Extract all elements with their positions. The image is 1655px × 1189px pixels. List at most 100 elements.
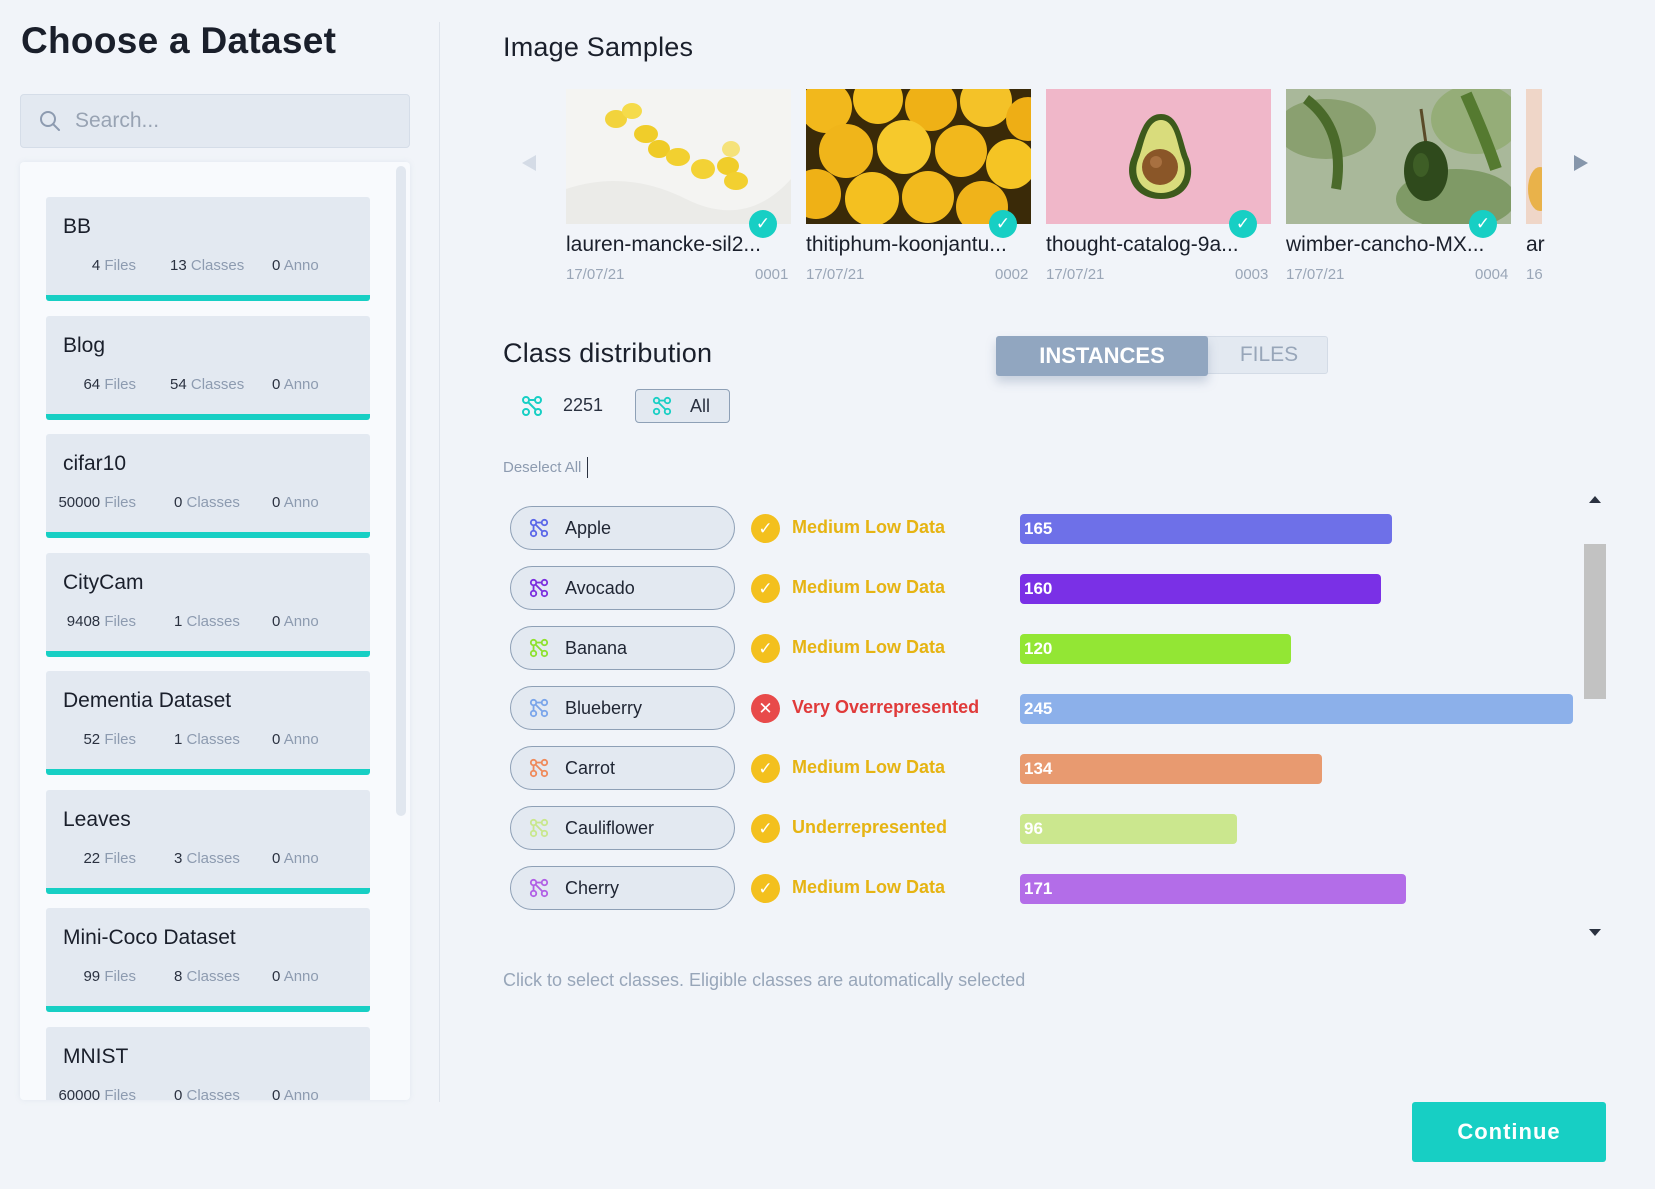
class-graph-icon <box>522 396 542 416</box>
classes-stat: 1 Classes <box>174 613 240 630</box>
anno-label: Anno <box>283 731 319 748</box>
instances-tab[interactable]: INSTANCES <box>996 336 1208 376</box>
class-list[interactable]: Apple ✓ Medium Low Data 165 Avocado ✓ Medium L… <box>500 484 1610 942</box>
class-graph-icon <box>529 638 549 658</box>
class-status: Very Overrepresented <box>792 697 980 717</box>
files-label: Files <box>104 375 136 393</box>
class-row: Apple ✓ Medium Low Data 165 <box>510 506 1590 552</box>
classes-stat: 13 Classes <box>170 257 244 274</box>
sample-thumbnail-2[interactable] <box>806 89 1031 224</box>
dataset-card[interactable]: CityCam 9408 Files 1 Classes 0 Anno <box>46 552 370 657</box>
class-chip[interactable]: Cherry <box>510 866 735 910</box>
class-chip[interactable]: Avocado <box>510 566 735 610</box>
class-name: Apple <box>565 517 612 538</box>
class-graph-icon <box>529 818 549 838</box>
classes-count: 0 <box>174 1086 183 1101</box>
dataset-stats: 22 Files 3 Classes 0 Anno <box>46 850 370 870</box>
class-status: Medium Low Data <box>792 757 946 777</box>
dataset-card[interactable]: Blog 64 Files 54 Classes 0 Anno <box>46 315 370 420</box>
class-row: Cherry ✓ Medium Low Data 171 <box>510 866 1590 912</box>
deselect-all-link[interactable]: Deselect All <box>503 459 582 476</box>
scroll-track[interactable] <box>1584 510 1606 920</box>
samples-next-arrow[interactable] <box>1574 155 1588 171</box>
class-name: Avocado <box>565 577 635 598</box>
dataset-name: Dementia Dataset <box>63 689 232 712</box>
anno-count: 0 <box>272 968 281 985</box>
anno-label: Anno <box>283 612 319 630</box>
class-row: Cauliflower ✓ Underrepresented 96 <box>510 806 1590 852</box>
classes-stat: 0 Classes <box>174 494 240 511</box>
sample-filename: ar <box>1526 233 1545 256</box>
files-count: 22 <box>83 849 101 867</box>
sample-date: 17/07/21 <box>566 266 625 283</box>
dataset-stats: 9408 Files 1 Classes 0 Anno <box>46 613 370 633</box>
class-name: Banana <box>565 637 628 658</box>
class-list-scrollbar[interactable] <box>1584 492 1606 940</box>
anno-count: 0 <box>272 612 281 630</box>
search-icon <box>40 111 60 131</box>
class-chip[interactable]: Cauliflower <box>510 806 735 850</box>
avocado-tree-image <box>1286 89 1511 224</box>
total-instance-count: 2251 <box>563 395 604 415</box>
class-count-bar: 96 <box>1020 814 1237 844</box>
samples-prev-arrow[interactable] <box>522 155 536 171</box>
files-label: Files <box>104 612 136 630</box>
files-count: 52 <box>83 731 101 748</box>
dataset-list[interactable]: BB 4 Files 13 Classes 0 Anno Blog 64 Files 54 … <box>20 162 410 1100</box>
class-row: Carrot ✓ Medium Low Data 134 <box>510 746 1590 792</box>
sample-selected-check-icon[interactable]: ✓ <box>989 210 1017 238</box>
class-chip[interactable]: Apple <box>510 506 735 550</box>
class-chip[interactable]: Carrot <box>510 746 735 790</box>
sample-selected-check-icon[interactable]: ✓ <box>1229 210 1257 238</box>
classes-label: Classes <box>186 494 240 511</box>
class-chip[interactable]: Banana <box>510 626 735 670</box>
anno-count: 0 <box>272 375 281 393</box>
anno-label: Anno <box>283 1086 319 1101</box>
anno-count: 0 <box>272 1086 281 1101</box>
anno-label: Anno <box>283 494 319 511</box>
dataset-list-scrollbar[interactable] <box>396 166 406 816</box>
files-stat: 60000 Files <box>58 1087 136 1101</box>
anno-stat: 0 Anno <box>272 376 319 393</box>
classes-label: Classes <box>186 1086 240 1101</box>
files-tab[interactable]: FILES <box>1239 343 1299 366</box>
files-label: Files <box>104 257 136 274</box>
class-graph-icon <box>529 698 549 718</box>
sample-thumbnail-4[interactable] <box>1286 89 1511 224</box>
class-status: Medium Low Data <box>792 637 946 657</box>
class-count-bar: 160 <box>1020 574 1381 604</box>
dataset-card[interactable]: BB 4 Files 13 Classes 0 Anno <box>46 197 370 301</box>
anno-stat: 0 Anno <box>272 1087 319 1101</box>
sample-date: 17/07/21 <box>1046 266 1105 283</box>
dataset-card[interactable]: Mini-Coco Dataset 99 Files 8 Classes 0 Anno <box>46 908 370 1012</box>
sample-selected-check-icon[interactable]: ✓ <box>1469 210 1497 238</box>
scroll-down-arrow[interactable] <box>1589 929 1601 936</box>
dataset-card[interactable]: MNIST 60000 Files 0 Classes 0 Anno <box>46 1026 370 1101</box>
scroll-thumb[interactable] <box>1584 544 1606 699</box>
sample-id: 0004 <box>1475 266 1509 283</box>
continue-button[interactable]: Continue <box>1412 1102 1606 1162</box>
sample-date: 17/07/21 <box>806 266 865 283</box>
anno-stat: 0 Anno <box>272 257 319 274</box>
class-name: Blueberry <box>565 697 643 718</box>
dataset-name: Blog <box>63 333 106 357</box>
search-input[interactable] <box>75 109 375 133</box>
sample-thumbnail-3[interactable] <box>1046 89 1271 224</box>
dataset-stats: 60000 Files 0 Classes 0 Anno <box>46 1087 370 1101</box>
sample-thumbnail-1[interactable] <box>566 89 791 224</box>
all-classes-chip[interactable]: All <box>635 389 730 423</box>
instances-files-toggle[interactable]: INSTANCES FILES <box>996 336 1328 376</box>
anno-stat: 0 Anno <box>272 850 319 867</box>
dataset-card[interactable]: Leaves 22 Files 3 Classes 0 Anno <box>46 789 370 894</box>
scroll-up-arrow[interactable] <box>1589 496 1601 503</box>
dataset-card[interactable]: Dementia Dataset 52 Files 1 Classes 0 Anno <box>46 671 370 775</box>
sample-thumbnail-5[interactable] <box>1526 89 1542 224</box>
sample-date: 16 <box>1526 266 1543 283</box>
sample-selected-check-icon[interactable]: ✓ <box>749 210 777 238</box>
class-status: Medium Low Data <box>792 517 946 537</box>
classes-count: 0 <box>174 494 183 511</box>
search-box[interactable] <box>20 94 410 148</box>
class-chip[interactable]: Blueberry <box>510 686 735 730</box>
check-circle-icon: ✓ <box>751 754 780 783</box>
dataset-card[interactable]: cifar10 50000 Files 0 Classes 0 Anno <box>46 434 370 538</box>
